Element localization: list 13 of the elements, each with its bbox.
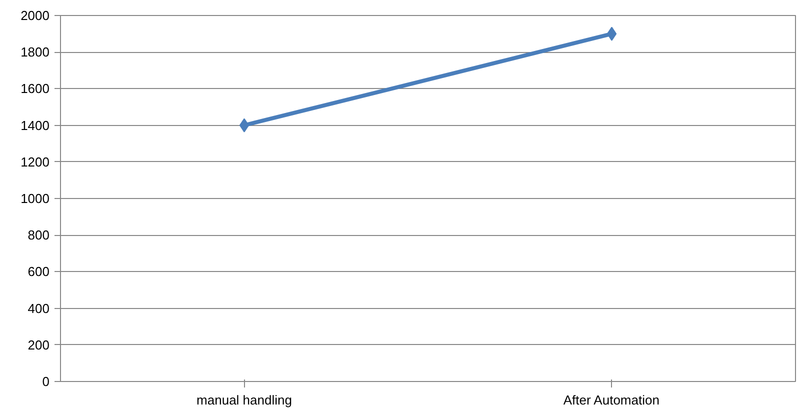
y-tick-label: 1000: [20, 191, 50, 206]
x-tick-label: manual handling: [196, 392, 292, 408]
x-tick-label: After Automation: [563, 392, 660, 408]
y-tick-label: 1400: [20, 118, 50, 133]
y-tick-label: 1200: [20, 154, 50, 170]
y-tick-label: 1800: [20, 44, 50, 60]
y-tick-label: 600: [28, 264, 50, 280]
y-tick-label: 800: [28, 228, 50, 243]
y-tick-label: 200: [28, 337, 50, 352]
y-tick-label: 1600: [20, 81, 50, 96]
y-tick-label: 400: [28, 300, 50, 316]
y-tick-label: 0: [42, 374, 50, 389]
y-tick-label: 2000: [20, 8, 50, 23]
